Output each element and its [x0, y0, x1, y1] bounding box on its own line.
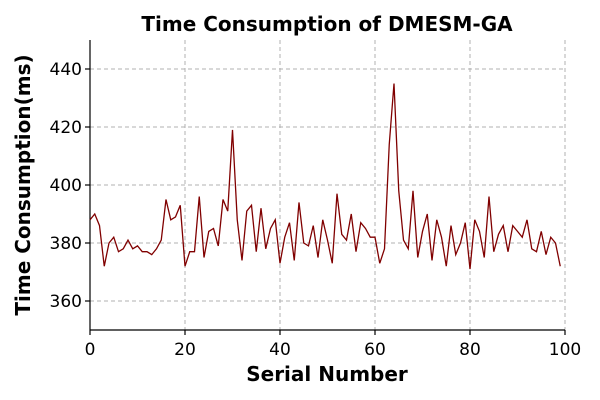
x-tick-label: 100 [549, 340, 581, 360]
y-tick-label: 380 [50, 234, 82, 254]
x-tick-label: 0 [85, 340, 96, 360]
x-tick-label: 20 [174, 340, 196, 360]
grid-lines [90, 40, 566, 330]
y-axis-label: Time Consumption(ms) [11, 54, 35, 315]
x-axis-label: Serial Number [246, 362, 408, 386]
x-axis-ticks: 0 20 40 60 80 100 [85, 330, 581, 360]
x-tick-label: 60 [364, 340, 386, 360]
y-tick-label: 360 [50, 292, 82, 312]
y-tick-label: 440 [50, 60, 82, 80]
y-axis-ticks: 360 380 400 420 440 [50, 60, 90, 312]
y-tick-label: 420 [50, 118, 82, 138]
x-tick-label: 80 [459, 340, 481, 360]
chart-title: Time Consumption of DMESM-GA [141, 12, 513, 36]
series-line [89, 83, 561, 270]
y-tick-label: 400 [50, 176, 82, 196]
x-tick-label: 40 [269, 340, 291, 360]
